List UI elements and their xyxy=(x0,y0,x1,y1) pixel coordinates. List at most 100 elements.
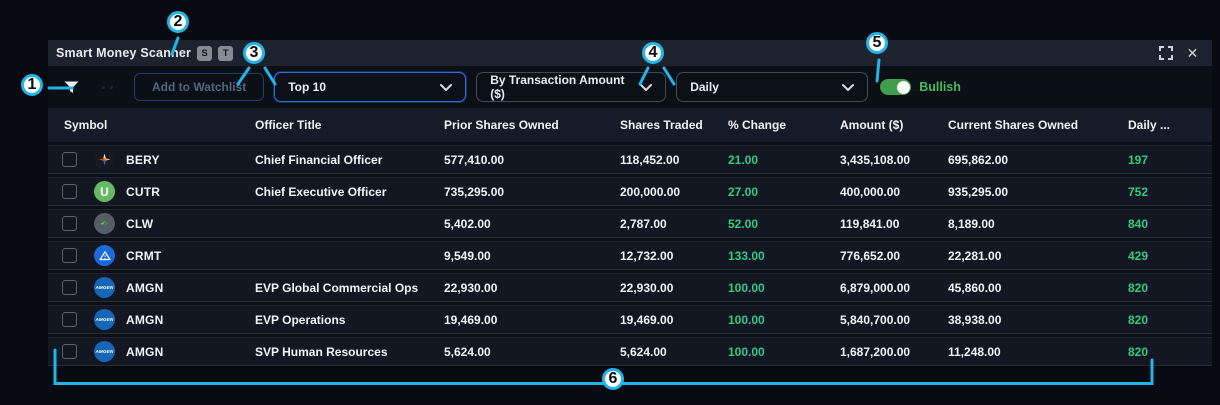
symbol-cell: CRMT xyxy=(48,241,255,270)
amount-cell: 5,840,700.00 xyxy=(840,312,911,327)
sentiment-toggle-group: Bullish xyxy=(880,79,961,95)
table-row[interactable]: AMGEN AMGN SVP Human Resources 5,624.00 … xyxy=(48,337,1212,366)
company-logo: AMGEN xyxy=(94,309,115,330)
header-pct-change[interactable]: % Change xyxy=(728,118,787,132)
daily-cell: 197 xyxy=(1128,152,1149,167)
prior-shares-cell: 577,410.00 xyxy=(444,152,505,167)
title-bar: Smart Money Scanner S T ✕ xyxy=(48,40,1212,66)
table-header-row: Symbol Officer Title Prior Shares Owned … xyxy=(48,108,1212,142)
prior-shares-cell: 19,469.00 xyxy=(444,312,498,327)
bullish-toggle[interactable] xyxy=(880,79,912,95)
prior-shares-cell: 5,624.00 xyxy=(444,344,491,359)
header-symbol[interactable]: Symbol xyxy=(64,118,108,132)
shares-traded-cell: 2,787.00 xyxy=(620,216,667,231)
pct-change-cell: 52.00 xyxy=(728,216,759,231)
header-amount[interactable]: Amount ($) xyxy=(840,118,904,132)
pct-change-cell: 27.00 xyxy=(728,184,759,199)
ticker-symbol: AMGN xyxy=(126,280,164,295)
amount-cell: 400,000.00 xyxy=(840,184,901,199)
officer-title-cell: Chief Financial Officer xyxy=(255,152,383,167)
metric-dropdown[interactable]: By Transaction Amount ($) xyxy=(476,72,667,102)
table-row[interactable]: CLW 5,402.00 2,787.00 52.00 119,841.00 8… xyxy=(48,209,1212,238)
header-shares-traded[interactable]: Shares Traded xyxy=(620,118,703,132)
daily-cell: 752 xyxy=(1128,184,1149,199)
period-dropdown-value: Daily xyxy=(690,80,719,94)
fullscreen-icon[interactable] xyxy=(1158,46,1173,61)
ticker-symbol: CRMT xyxy=(126,248,162,263)
prior-shares-cell: 9,549.00 xyxy=(444,248,491,263)
company-logo: AMGEN xyxy=(94,341,115,362)
row-checkbox[interactable] xyxy=(62,248,77,263)
daily-cell: 840 xyxy=(1128,216,1149,231)
header-prior-shares-owned[interactable]: Prior Shares Owned xyxy=(444,118,559,132)
company-logo: AMGEN xyxy=(94,277,115,298)
period-dropdown[interactable]: Daily xyxy=(676,72,869,102)
ticker-symbol: CLW xyxy=(126,216,154,231)
filter-icon[interactable] xyxy=(48,81,94,94)
current-shares-cell: 22,281.00 xyxy=(948,248,1002,263)
pct-change-cell: 100.00 xyxy=(728,312,765,327)
smart-money-scanner-panel: Smart Money Scanner S T ✕ Add to Watchli… xyxy=(48,40,1212,366)
current-shares-cell: 935,295.00 xyxy=(948,184,1009,199)
symbol-cell: U CUTR xyxy=(48,177,255,206)
amount-cell: 119,841.00 xyxy=(840,216,900,231)
prior-shares-cell: 22,930.00 xyxy=(444,280,498,295)
rank-dropdown-value: Top 10 xyxy=(288,80,326,94)
badge-t[interactable]: T xyxy=(218,45,234,61)
pct-change-cell: 100.00 xyxy=(728,280,765,295)
daily-cell: 820 xyxy=(1128,344,1149,359)
company-logo xyxy=(94,149,115,170)
header-daily[interactable]: Daily ... xyxy=(1128,118,1171,132)
company-logo xyxy=(94,213,115,234)
header-officer-title[interactable]: Officer Title xyxy=(255,118,322,132)
ticker-symbol: BERY xyxy=(126,152,160,167)
officer-title-cell: SVP Human Resources xyxy=(255,344,388,359)
officer-title-cell: EVP Operations xyxy=(255,312,346,327)
panel-title: Smart Money Scanner xyxy=(56,46,192,60)
company-logo: U xyxy=(94,181,115,202)
row-checkbox[interactable] xyxy=(62,344,77,359)
header-current-shares-owned[interactable]: Current Shares Owned xyxy=(948,118,1079,132)
toolbar: Add to Watchlist Top 10 By Transaction A… xyxy=(48,66,1212,108)
row-checkbox[interactable] xyxy=(62,312,77,327)
current-shares-cell: 38,938.00 xyxy=(948,312,1002,327)
officer-title-cell: EVP Global Commercial Ops xyxy=(255,280,419,295)
daily-cell: 429 xyxy=(1128,248,1149,263)
table-row[interactable]: AMGEN AMGN EVP Operations 19,469.00 19,4… xyxy=(48,305,1212,334)
row-checkbox[interactable] xyxy=(62,152,77,167)
toggle-knob xyxy=(896,80,910,94)
pct-change-cell: 133.00 xyxy=(728,248,765,263)
table-row[interactable]: AMGEN AMGN EVP Global Commercial Ops 22,… xyxy=(48,273,1212,302)
close-icon[interactable]: ✕ xyxy=(1186,45,1199,61)
table-row[interactable]: U CUTR Chief Executive Officer 735,295.0… xyxy=(48,177,1212,206)
symbol-cell: AMGEN AMGN xyxy=(48,337,255,366)
amount-cell: 3,435,108.00 xyxy=(840,152,911,167)
add-to-watchlist-button[interactable]: Add to Watchlist xyxy=(134,73,265,101)
pct-change-cell: 100.00 xyxy=(728,344,765,359)
row-checkbox[interactable] xyxy=(62,216,77,231)
badge-s[interactable]: S xyxy=(197,45,213,61)
shares-traded-cell: 19,469.00 xyxy=(620,312,674,327)
symbol-cell: CLW xyxy=(48,209,255,238)
current-shares-cell: 45,860.00 xyxy=(948,280,1002,295)
symbol-cell: BERY xyxy=(48,145,255,174)
amount-cell: 6,879,000.00 xyxy=(840,280,911,295)
metric-dropdown-value: By Transaction Amount ($) xyxy=(490,73,625,101)
current-shares-cell: 695,862.00 xyxy=(948,152,1009,167)
chevron-down-icon xyxy=(440,80,453,94)
shares-traded-cell: 5,624.00 xyxy=(620,344,667,359)
callout-6: 6 xyxy=(602,368,624,390)
drag-handle-dots xyxy=(94,85,120,89)
callout-2: 2 xyxy=(167,11,189,33)
row-checkbox[interactable] xyxy=(62,184,77,199)
prior-shares-cell: 5,402.00 xyxy=(444,216,491,231)
chevron-down-icon xyxy=(842,80,855,94)
table-row[interactable]: BERY Chief Financial Officer 577,410.00 … xyxy=(48,145,1212,174)
row-checkbox[interactable] xyxy=(62,280,77,295)
symbol-cell: AMGEN AMGN xyxy=(48,305,255,334)
table-row[interactable]: CRMT 9,549.00 12,732.00 133.00 776,652.0… xyxy=(48,241,1212,270)
rank-dropdown[interactable]: Top 10 xyxy=(274,72,467,102)
shares-traded-cell: 200,000.00 xyxy=(620,184,681,199)
shares-traded-cell: 118,452.00 xyxy=(620,152,680,167)
officer-title-cell: Chief Executive Officer xyxy=(255,184,387,199)
